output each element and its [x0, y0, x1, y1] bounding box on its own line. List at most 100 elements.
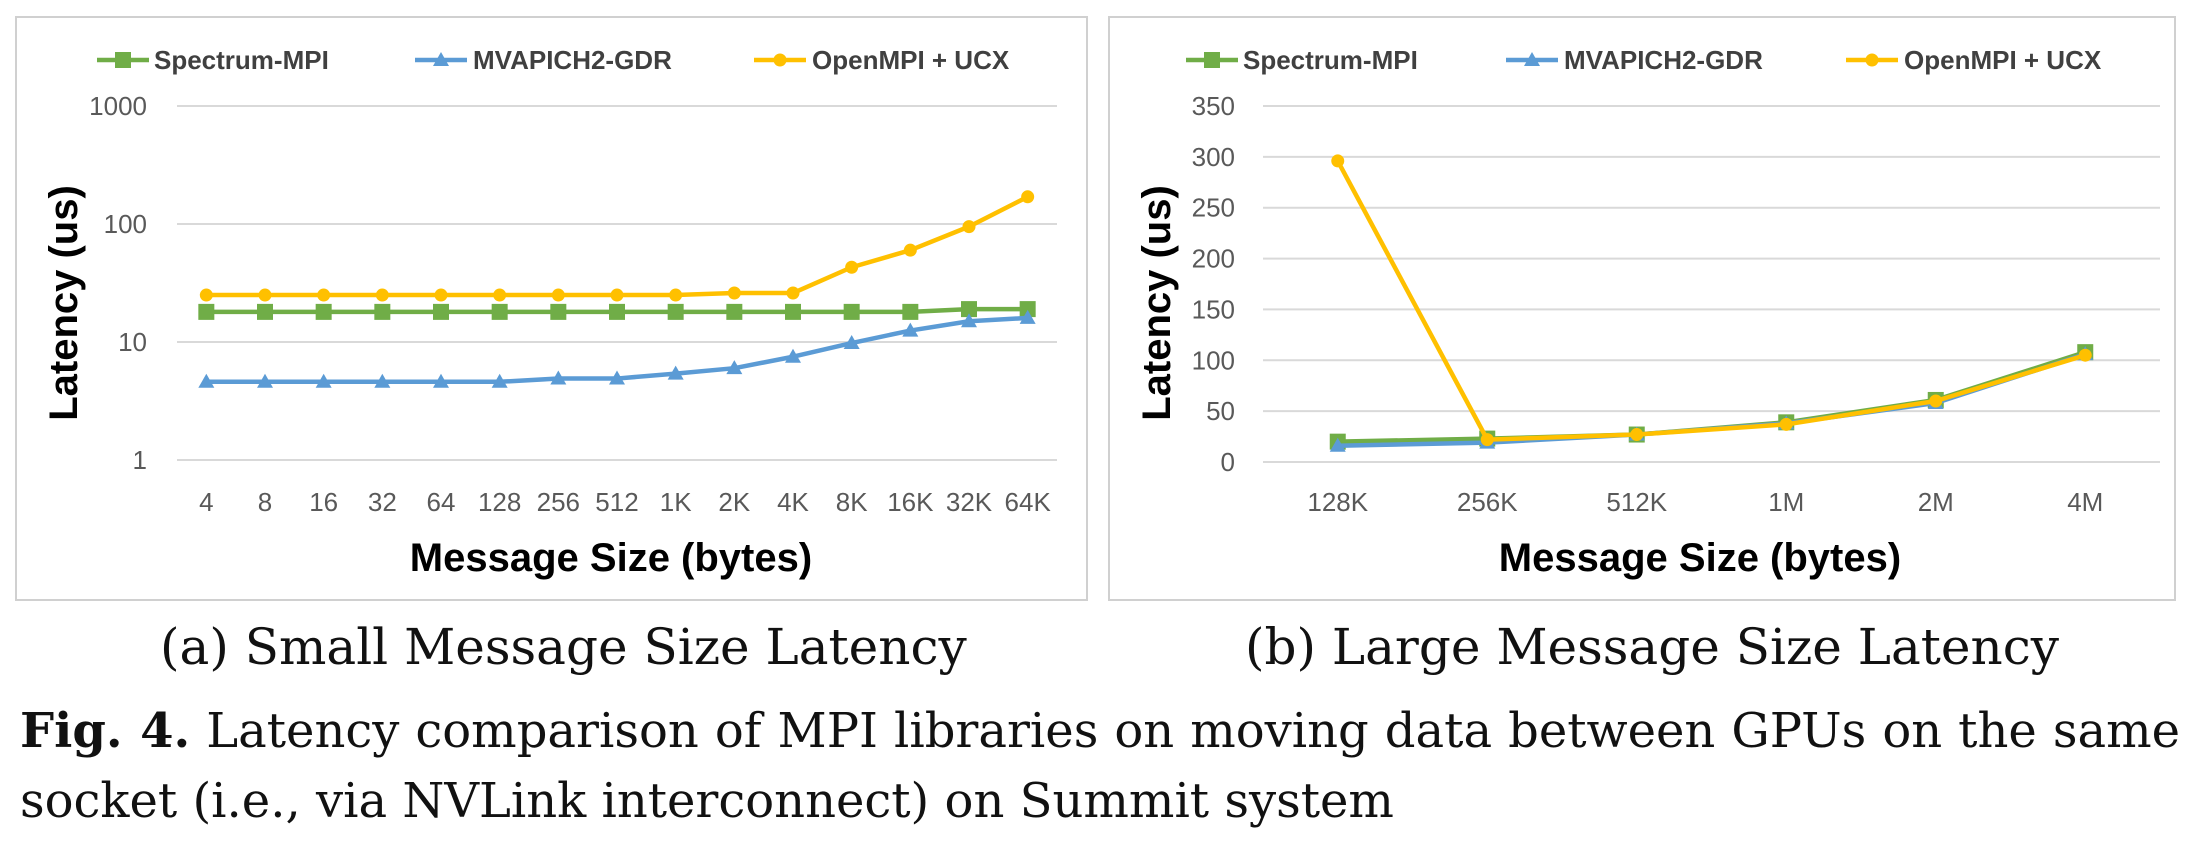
x-tick-label: 2M — [1918, 487, 1954, 517]
data-point — [726, 303, 743, 320]
y-tick-label: 10 — [118, 327, 147, 357]
x-tick-label: 256 — [537, 487, 580, 517]
figure-label: Fig. 4. — [20, 703, 191, 759]
legend-label: OpenMPI + UCX — [1904, 45, 2102, 75]
legend-entry: OpenMPI + UCX — [754, 45, 1010, 75]
legend-entry: OpenMPI + UCX — [1846, 45, 2102, 75]
data-point — [961, 301, 977, 318]
legend-label: MVAPICH2-GDR — [1564, 45, 1763, 75]
x-tick-label: 8 — [258, 487, 272, 517]
data-point — [493, 288, 507, 302]
data-point — [1630, 428, 1644, 442]
chart-large-message-latency: 0 50 100 150 200 250 300 350 128K 256K 512K 1M 2M 4M S… — [1135, 45, 2160, 580]
data-point — [785, 303, 801, 320]
x-tick-label: 256K — [1457, 487, 1518, 517]
data-point — [962, 220, 976, 234]
chart-small-message-latency: 1 10 100 1000 4 8 16 32 64 128 256 512 1K 2K 4K 8K 16K 32… — [42, 45, 1057, 580]
data-point — [843, 335, 860, 350]
y-tick-label: 200 — [1192, 244, 1235, 274]
data-point — [785, 348, 801, 363]
legend-marker — [773, 53, 787, 67]
data-point — [198, 373, 215, 388]
y-axis-title: Latency (us) — [1135, 185, 1179, 421]
y-tick-label: 100 — [1192, 345, 1235, 375]
subcaption-b: (b) Large Message Size Latency — [1245, 618, 2059, 676]
legend-entry: MVAPICH2-GDR — [415, 45, 672, 75]
data-point — [609, 370, 625, 385]
x-tick-label: 128 — [478, 487, 521, 517]
data-point — [550, 303, 567, 320]
data-point — [903, 243, 917, 257]
data-point — [257, 303, 273, 320]
x-axis-title: Message Size (bytes) — [1499, 536, 1901, 580]
data-point — [433, 373, 449, 388]
legend-label: OpenMPI + UCX — [812, 45, 1010, 75]
x-tick-label: 1K — [660, 487, 692, 517]
data-point — [610, 288, 624, 302]
data-point — [491, 373, 508, 388]
data-point — [1019, 309, 1036, 324]
x-tick-label: 16K — [887, 487, 934, 517]
data-point — [727, 286, 741, 300]
y-tick-label: 150 — [1192, 294, 1235, 324]
data-point — [609, 303, 625, 320]
data-point — [1331, 154, 1345, 168]
data-point — [902, 303, 919, 320]
chart-panel-large: 0 50 100 150 200 250 300 350 128K 256K 512K 1M 2M 4M S… — [1108, 16, 2176, 601]
y-tick-label: 100 — [104, 209, 147, 239]
y-tick-label: 250 — [1192, 193, 1235, 223]
data-point — [315, 303, 332, 320]
x-tick-label: 128K — [1307, 487, 1368, 517]
series-openmpi-ucx — [1331, 154, 2092, 447]
legend-marker — [1865, 53, 1879, 67]
x-tick-label: 16 — [309, 487, 338, 517]
data-point — [199, 288, 213, 302]
y-axis-title: Latency (us) — [42, 185, 86, 421]
x-tick-label: 4K — [777, 487, 809, 517]
x-tick-label: 512K — [1606, 487, 1667, 517]
y-tick-label: 1000 — [89, 91, 147, 121]
data-point — [434, 288, 448, 302]
data-point — [726, 360, 743, 375]
data-point — [491, 303, 508, 320]
data-point — [667, 303, 684, 320]
data-point — [667, 365, 684, 380]
figure-caption-text: Latency comparison of MPI libraries on m… — [20, 703, 2181, 829]
legend-label: MVAPICH2-GDR — [473, 45, 672, 75]
series-openmpi-ucx — [199, 190, 1035, 302]
x-tick-label: 4M — [2067, 487, 2103, 517]
legend-label: Spectrum-MPI — [1243, 45, 1418, 75]
y-tick-label: 350 — [1192, 91, 1235, 121]
data-point — [843, 303, 860, 320]
x-tick-label: 64 — [427, 487, 456, 517]
legend-marker — [1204, 52, 1220, 68]
legend-entry: MVAPICH2-GDR — [1506, 45, 1763, 75]
subcaption-a: (a) Small Message Size Latency — [160, 618, 967, 676]
y-tick-label: 0 — [1221, 447, 1235, 477]
data-point — [433, 303, 449, 320]
x-tick-label: 8K — [836, 487, 868, 517]
figure-caption: Fig. 4. Latency comparison of MPI librar… — [20, 696, 2180, 836]
data-point — [550, 370, 567, 385]
data-point — [257, 373, 273, 388]
data-point — [1021, 190, 1035, 204]
data-point — [669, 288, 683, 302]
x-tick-label: 1M — [1768, 487, 1804, 517]
legend-entry: Spectrum-MPI — [97, 45, 329, 75]
legend-marker — [115, 52, 131, 68]
legend-entry: Spectrum-MPI — [1186, 45, 1418, 75]
y-tick-label: 50 — [1206, 396, 1235, 426]
series-spectrum-mpi — [198, 301, 1036, 320]
data-point — [786, 286, 800, 300]
x-tick-label: 4 — [199, 487, 213, 517]
data-point — [258, 288, 272, 302]
data-point — [551, 288, 565, 302]
data-point — [961, 313, 977, 328]
data-point — [375, 288, 389, 302]
legend-label: Spectrum-MPI — [154, 45, 329, 75]
series-mvapich2-gdr — [198, 309, 1036, 388]
data-point — [2078, 348, 2092, 362]
legend-marker — [433, 52, 449, 66]
data-point — [1779, 417, 1793, 431]
data-point — [374, 303, 391, 320]
